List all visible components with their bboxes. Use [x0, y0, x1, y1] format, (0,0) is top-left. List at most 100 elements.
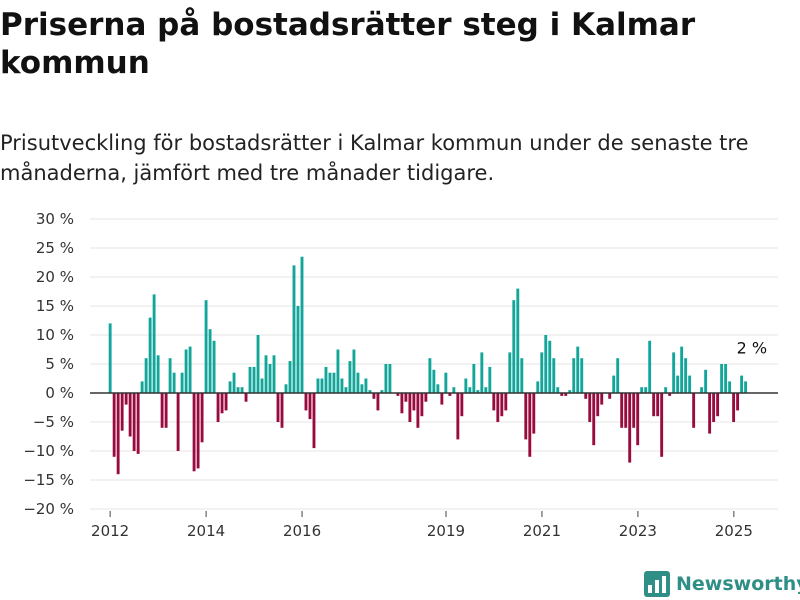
bar [552, 358, 556, 393]
bar [512, 300, 516, 393]
bar [240, 387, 244, 393]
bar [204, 300, 208, 393]
bar [588, 393, 592, 422]
bar [504, 393, 508, 411]
bar [380, 390, 384, 393]
last-value-label: 2 % [737, 338, 767, 357]
bar [132, 393, 136, 451]
bar [536, 381, 540, 393]
y-tick-label: 10 % [36, 326, 74, 344]
bar [732, 393, 736, 422]
x-tick-label: 2019 [427, 522, 465, 540]
x-axis-ticks: 2012 2014 2016 2019 2021 2023 2025 [91, 511, 753, 540]
bar [152, 294, 156, 393]
bar [672, 352, 676, 393]
bar [548, 340, 552, 393]
bar-chart: 30 % 25 % 20 % 15 % 10 % 5 % 0 % −5 % −10 % −15 %… [23, 210, 778, 540]
bar [328, 372, 332, 393]
bar [564, 393, 568, 396]
bar [500, 393, 504, 417]
bar [316, 378, 320, 393]
bar [340, 378, 344, 393]
bar [528, 393, 532, 457]
bar [596, 393, 600, 417]
bar [224, 393, 228, 411]
bar [480, 352, 484, 393]
bar [284, 384, 288, 393]
bar [568, 390, 572, 393]
bar [156, 355, 160, 393]
bar [212, 340, 216, 393]
x-tick-label: 2014 [187, 522, 225, 540]
bar [160, 393, 164, 428]
bar [428, 358, 432, 393]
bar [420, 393, 424, 417]
x-tick-label: 2025 [715, 522, 753, 540]
bar [464, 378, 468, 393]
bar [560, 393, 564, 396]
y-tick-label: −20 % [23, 500, 74, 518]
bar [516, 288, 520, 393]
bar [256, 335, 260, 393]
page-title: Priserna på bostadsrätter steg i Kalmar … [0, 7, 696, 81]
bar [304, 393, 308, 411]
bar [116, 393, 120, 475]
bar [448, 393, 452, 396]
bar [300, 256, 304, 393]
bar [436, 384, 440, 393]
page-subtitle: Prisutveckling för bostadsrätter i Kalma… [0, 131, 749, 185]
bar [180, 372, 184, 393]
bar [704, 369, 708, 393]
bar [264, 355, 268, 393]
bar [268, 364, 272, 393]
bar [280, 393, 284, 428]
bar [228, 381, 232, 393]
bar [712, 393, 716, 422]
x-tick-label: 2012 [91, 522, 129, 540]
bar [720, 364, 724, 393]
bar [544, 335, 548, 393]
bar [744, 381, 748, 393]
bar [376, 393, 380, 411]
bar [676, 375, 680, 393]
bar [532, 393, 536, 434]
bar [208, 329, 212, 393]
bar [540, 352, 544, 393]
bar [684, 358, 688, 393]
bar [608, 393, 612, 399]
y-tick-label: 25 % [36, 239, 74, 257]
bar [668, 393, 672, 396]
bar [412, 393, 416, 411]
bar [188, 346, 192, 393]
bar [584, 393, 588, 399]
bar [616, 358, 620, 393]
bar [388, 364, 392, 393]
bar [644, 387, 648, 393]
bar [624, 393, 628, 428]
bars [90, 256, 778, 475]
bar [248, 366, 252, 393]
bar [484, 387, 488, 393]
bar [356, 372, 360, 393]
bar [232, 372, 236, 393]
bar [508, 352, 512, 393]
bar [364, 378, 368, 393]
bar [724, 364, 728, 393]
bar [408, 393, 412, 422]
bar [708, 393, 712, 434]
bar [372, 393, 376, 399]
bar [336, 349, 340, 393]
bar [148, 317, 152, 393]
y-tick-label: 5 % [45, 355, 74, 373]
bar [492, 393, 496, 411]
bar [640, 387, 644, 393]
bar [360, 384, 364, 393]
bar [276, 393, 280, 422]
bar [396, 393, 400, 396]
brand-logo: Newsworthy [644, 568, 800, 600]
bar [292, 265, 296, 393]
bar [184, 349, 188, 393]
bar [572, 358, 576, 393]
bar [384, 364, 388, 393]
bar [244, 393, 248, 402]
